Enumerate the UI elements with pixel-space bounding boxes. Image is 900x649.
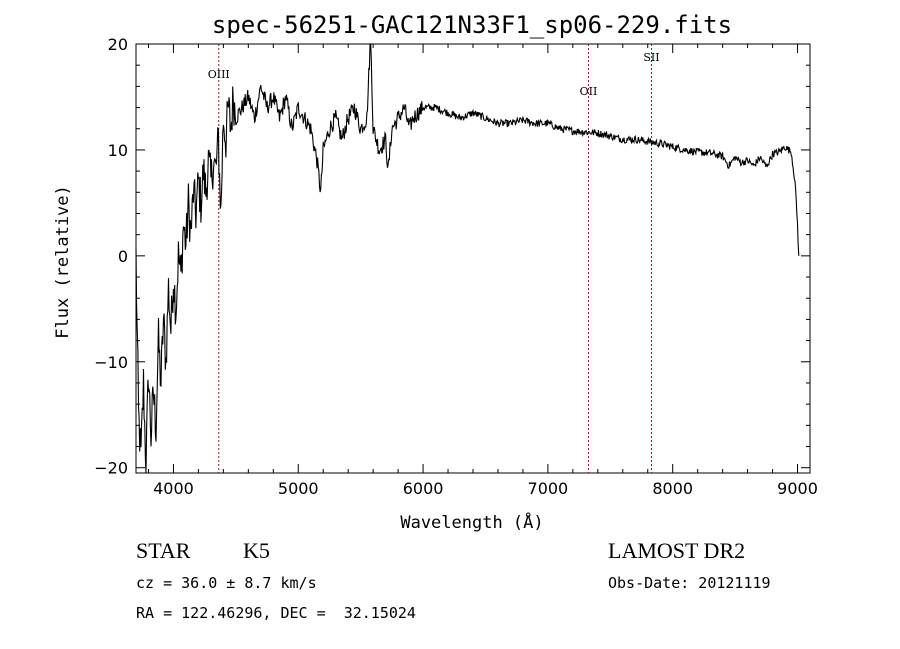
x-tick-label: 7000 xyxy=(528,479,569,498)
x-tick-label: 4000 xyxy=(153,479,194,498)
x-axis-label: Wavelength (Å) xyxy=(400,511,543,533)
plot-frame xyxy=(135,43,811,474)
y-tick-label: 20 xyxy=(108,35,128,54)
emission-line-label: SII xyxy=(643,51,659,64)
survey-name: LAMOST DR2 xyxy=(608,538,746,563)
x-tick-label: 6000 xyxy=(403,479,444,498)
y-tick-label: −10 xyxy=(94,353,128,372)
emission-line-label: OIII xyxy=(208,68,230,81)
spectrum-line xyxy=(135,43,800,474)
spectral-subclass: K5 xyxy=(243,538,270,563)
observation-date: Obs-Date: 20121119 xyxy=(608,574,771,592)
emission-line-markers: OIII OII SII xyxy=(208,44,660,473)
redshift-readout: cz = 36.0 ± 8.7 km/s xyxy=(136,574,317,592)
x-tick-label: 8000 xyxy=(652,479,693,498)
emission-line-label: OII xyxy=(580,85,598,98)
x-tick-label: 5000 xyxy=(278,479,319,498)
y-tick-label: −20 xyxy=(94,459,128,478)
y-tick-label: 0 xyxy=(118,247,128,266)
y-tick-label: 10 xyxy=(108,141,128,160)
axis-ticks: 4000 5000 6000 7000 8000 9000 −20 −10 0 10 20 xyxy=(94,35,818,498)
y-axis-label: Flux (relative) xyxy=(53,185,73,339)
x-tick-label: 9000 xyxy=(777,479,818,498)
chart-title: spec-56251-GAC121N33F1_sp06-229.fits xyxy=(212,11,732,39)
object-type: STAR xyxy=(136,538,191,563)
coordinates-readout: RA = 122.46296, DEC = 32.15024 xyxy=(136,604,416,622)
plot-area: 4000 5000 6000 7000 8000 9000 −20 −10 0 10 20 OIII… xyxy=(94,35,818,498)
